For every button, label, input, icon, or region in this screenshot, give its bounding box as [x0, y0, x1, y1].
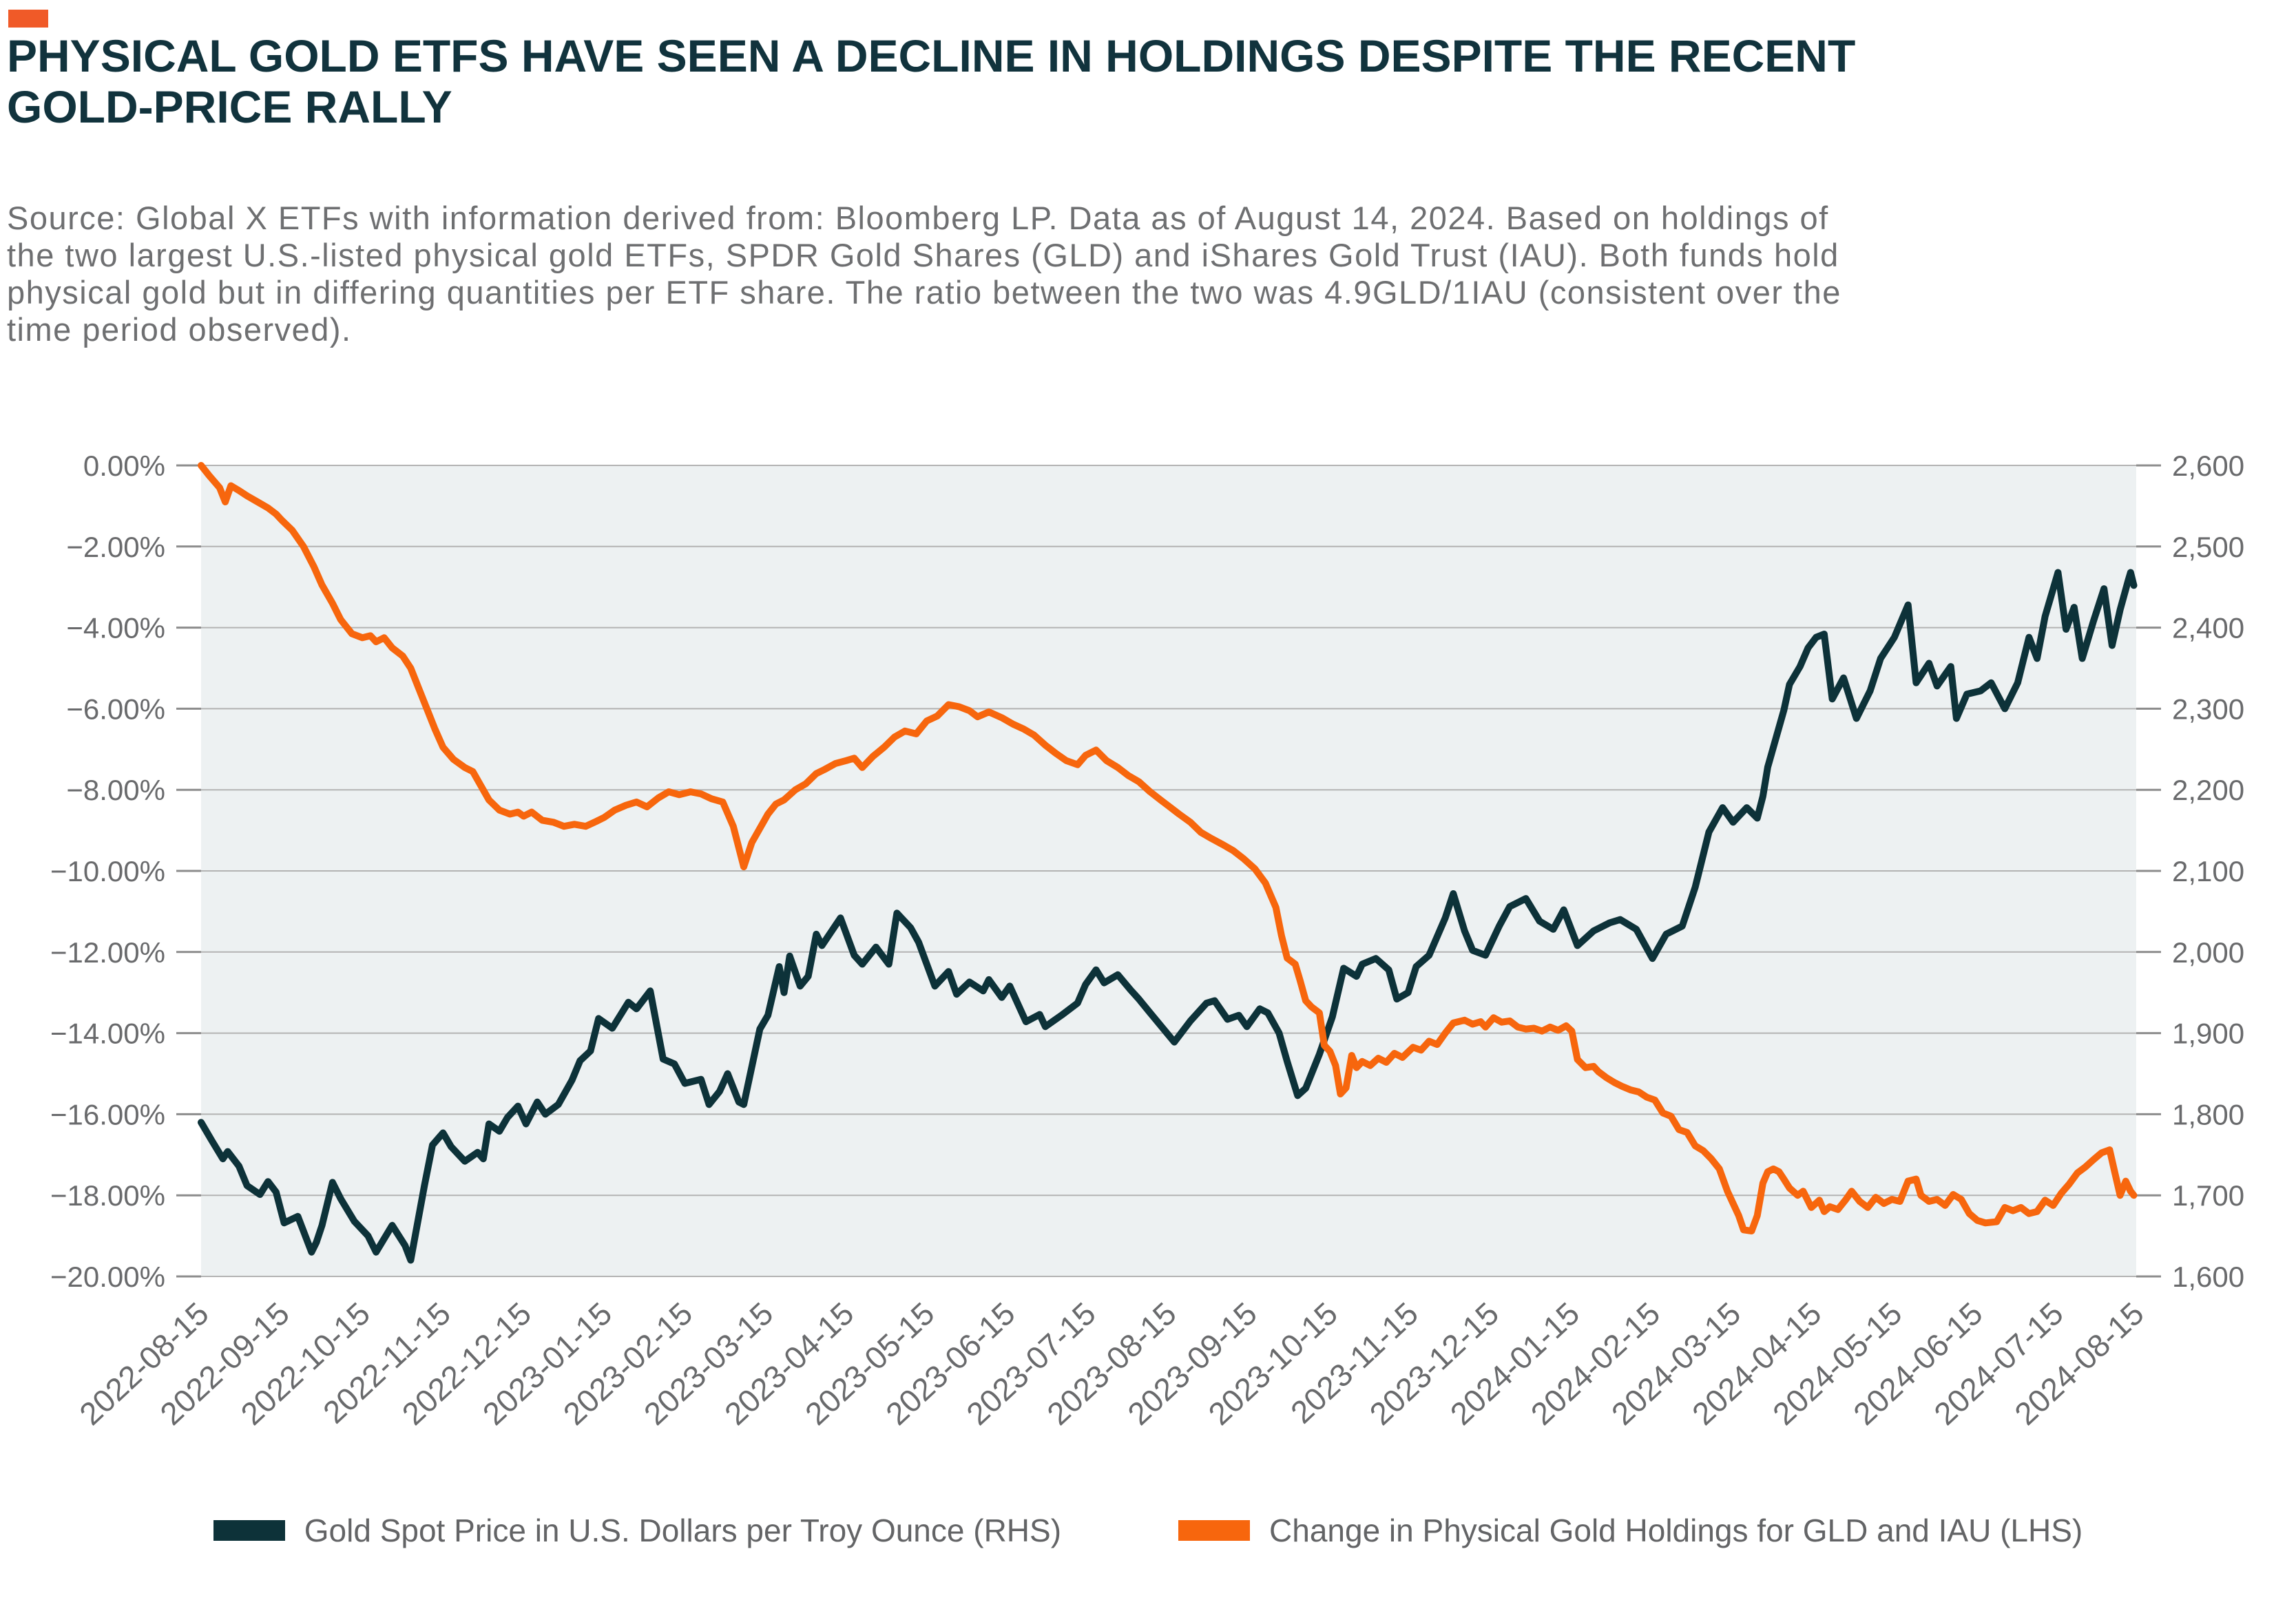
y-axis-left-label: −10.00% [50, 855, 165, 887]
y-axis-left-label: −18.00% [50, 1179, 165, 1212]
y-axis-left-label: −8.00% [66, 774, 165, 806]
series-line-gold-price [198, 569, 2138, 1264]
series-line-holdings-change [198, 462, 2138, 1234]
source-note: Source: Global X ETFs with information d… [7, 200, 1841, 348]
page-title: PHYSICAL GOLD ETFS HAVE SEEN A DECLINE I… [7, 30, 1855, 132]
y-axis-right-label: 2,000 [2172, 936, 2244, 969]
y-axis-left-label: −4.00% [66, 612, 165, 644]
legend-item-gold-price: Gold Spot Price in U.S. Dollars per Troy… [213, 1512, 1061, 1549]
source-note-line: time period observed). [7, 311, 352, 348]
y-axis-right-label: 2,600 [2172, 450, 2244, 482]
y-axis-right-label: 2,500 [2172, 531, 2244, 563]
y-axis-left-label: −6.00% [66, 693, 165, 725]
y-axis-left-label: −16.00% [50, 1098, 165, 1130]
y-axis-left-label: 0.00% [83, 450, 165, 482]
y-axis-left-label: −12.00% [50, 936, 165, 969]
y-axis-right-label: 2,400 [2172, 612, 2244, 644]
legend-swatch-holdings-change [1178, 1520, 1251, 1541]
y-axis-right-label: 1,600 [2172, 1261, 2244, 1293]
legend-item-holdings-change: Change in Physical Gold Holdings for GLD… [1178, 1512, 2083, 1549]
page-title-line2: GOLD-PRICE RALLY [7, 81, 452, 132]
source-note-line: Source: Global X ETFs with information d… [7, 200, 1829, 236]
source-note-line: physical gold but in differing quantitie… [7, 274, 1841, 310]
y-axis-right-label: 1,900 [2172, 1018, 2244, 1050]
y-axis-left-label: −20.00% [50, 1261, 165, 1293]
chart-legend: Gold Spot Price in U.S. Dollars per Troy… [0, 1512, 2296, 1549]
legend-swatch-gold-price [213, 1520, 285, 1541]
y-axis-right-label: 2,100 [2172, 855, 2244, 887]
y-axis-left-label: −14.00% [50, 1018, 165, 1050]
source-note-line: the two largest U.S.-listed physical gol… [7, 237, 1839, 273]
page-title-line1: PHYSICAL GOLD ETFS HAVE SEEN A DECLINE I… [7, 30, 1856, 81]
legend-label-holdings-change: Change in Physical Gold Holdings for GLD… [1269, 1513, 2083, 1548]
y-axis-right-label: 1,700 [2172, 1179, 2244, 1212]
y-axis-left-label: −2.00% [66, 531, 165, 563]
legend-label-gold-price: Gold Spot Price in U.S. Dollars per Troy… [304, 1513, 1062, 1548]
y-axis-right-label: 2,300 [2172, 693, 2244, 725]
y-axis-right-label: 1,800 [2172, 1098, 2244, 1130]
y-axis-right-label: 2,200 [2172, 774, 2244, 806]
brand-accent-bar [8, 10, 48, 28]
